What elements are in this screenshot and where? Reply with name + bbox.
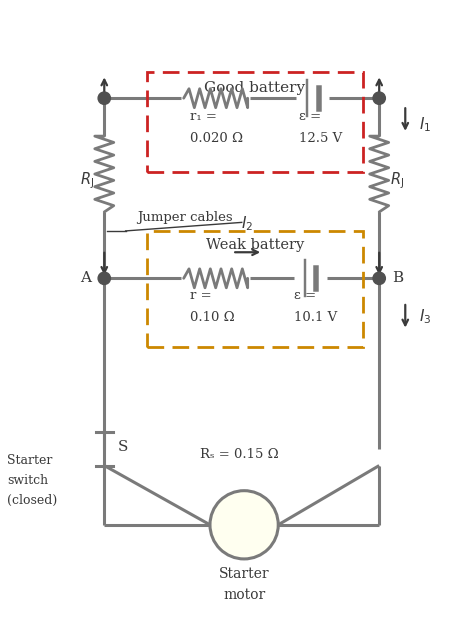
Text: Good battery: Good battery [204, 80, 305, 95]
Text: S: S [118, 440, 128, 454]
Circle shape [98, 272, 110, 285]
Text: $R_\mathsf{J}$: $R_\mathsf{J}$ [80, 171, 94, 191]
Bar [147, 231, 363, 347]
Text: B: B [392, 272, 403, 285]
Text: $I_3$: $I_3$ [419, 307, 432, 326]
Text: $I_2$: $I_2$ [241, 214, 254, 233]
Bar [147, 72, 363, 172]
Text: $R_\mathsf{J}$: $R_\mathsf{J}$ [390, 171, 404, 191]
Text: Rₛ = 0.15 Ω: Rₛ = 0.15 Ω [200, 449, 279, 461]
Circle shape [373, 92, 385, 105]
Circle shape [98, 92, 110, 105]
Text: Starter: Starter [7, 454, 53, 467]
Text: Jumper cables: Jumper cables [137, 211, 233, 224]
Circle shape [210, 491, 278, 559]
Text: ε =: ε = [299, 110, 321, 123]
Text: 12.5 V: 12.5 V [299, 132, 342, 145]
Circle shape [373, 272, 385, 285]
Text: Starter: Starter [219, 568, 269, 581]
Text: motor: motor [223, 588, 265, 602]
Text: A: A [80, 272, 91, 285]
Text: r₁ =: r₁ = [190, 110, 217, 123]
Text: switch: switch [7, 473, 48, 487]
Text: Weak battery: Weak battery [206, 238, 304, 252]
Text: 0.10 Ω: 0.10 Ω [190, 310, 234, 323]
Text: 0.020 Ω: 0.020 Ω [190, 132, 243, 145]
Text: $I_1$: $I_1$ [419, 115, 432, 133]
Text: r =: r = [190, 288, 211, 302]
Text: (closed): (closed) [7, 493, 57, 506]
Text: ε =: ε = [294, 288, 316, 302]
Text: 10.1 V: 10.1 V [294, 310, 337, 323]
